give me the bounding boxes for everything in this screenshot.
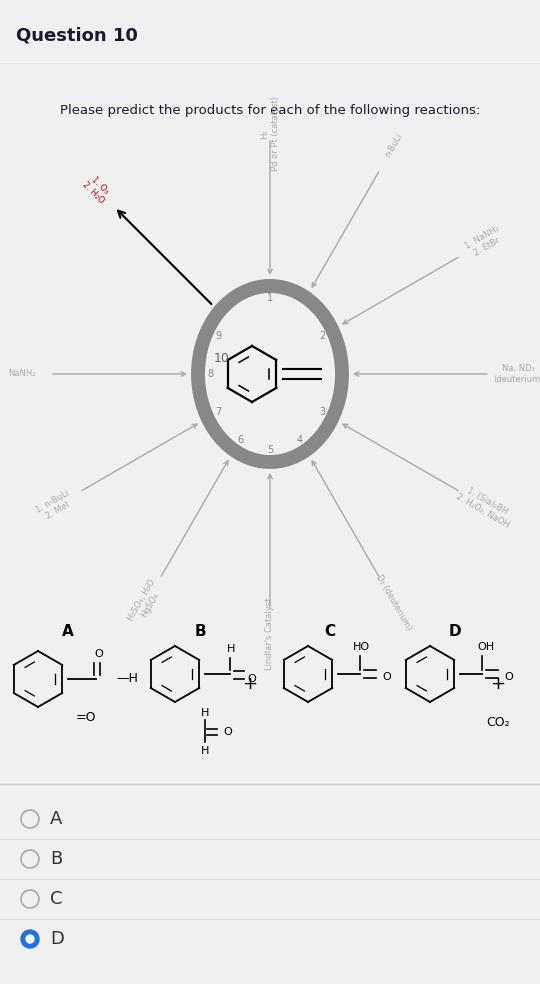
Text: O: O: [223, 727, 232, 737]
Text: —H: —H: [116, 672, 138, 686]
Text: 1. (Sia)₂BH
2. H₂O₂, NaOH: 1. (Sia)₂BH 2. H₂O₂, NaOH: [454, 482, 516, 529]
Text: B: B: [50, 850, 62, 868]
Text: 9: 9: [215, 331, 221, 341]
Text: H: H: [201, 708, 209, 718]
Text: 6: 6: [237, 435, 243, 445]
Text: 3: 3: [319, 407, 325, 417]
Text: H₂SO₄, H₂O
HgSO₄: H₂SO₄, H₂O HgSO₄: [126, 578, 166, 628]
Text: H₂
Pd or Pt (catalyst): H₂ Pd or Pt (catalyst): [260, 96, 280, 171]
Text: 1. n-BuLi
2. MeI: 1. n-BuLi 2. MeI: [35, 488, 76, 523]
Text: H: H: [227, 644, 235, 654]
Circle shape: [26, 935, 34, 943]
Text: HO: HO: [353, 642, 369, 652]
Text: Question 10: Question 10: [16, 27, 138, 44]
Text: +: +: [242, 675, 258, 693]
Text: CO₂: CO₂: [486, 716, 510, 729]
Text: 10: 10: [214, 352, 230, 365]
Text: B: B: [194, 624, 206, 639]
Text: 1: 1: [267, 293, 273, 303]
Text: NaNH₂: NaNH₂: [8, 369, 36, 379]
Text: 2: 2: [319, 331, 325, 341]
Text: A: A: [50, 810, 63, 828]
Text: 5: 5: [267, 445, 273, 455]
Text: O: O: [382, 672, 391, 682]
Text: 7: 7: [215, 407, 221, 417]
Text: O: O: [504, 672, 513, 682]
Text: 4: 4: [297, 435, 303, 445]
Text: Please predict the products for each of the following reactions:: Please predict the products for each of …: [60, 104, 480, 117]
Text: D: D: [449, 624, 461, 639]
Text: OH: OH: [477, 642, 495, 652]
Text: D: D: [50, 930, 64, 948]
Text: C: C: [325, 624, 335, 639]
Text: C: C: [50, 890, 63, 908]
Text: Lindlar's Catalyst: Lindlar's Catalyst: [266, 598, 274, 670]
Text: O: O: [248, 674, 256, 684]
Text: Na, ND₃
(deuterium): Na, ND₃ (deuterium): [493, 364, 540, 384]
Text: +: +: [490, 675, 505, 693]
Text: n-BuLi: n-BuLi: [383, 132, 404, 159]
Text: D₂ (deuterium): D₂ (deuterium): [374, 574, 414, 632]
Text: =O: =O: [76, 711, 96, 724]
Text: A: A: [62, 624, 74, 639]
Text: H: H: [201, 746, 209, 756]
Text: 8: 8: [207, 369, 213, 379]
Circle shape: [21, 930, 39, 948]
Text: 1. NaNH₂
2. EtBr: 1. NaNH₂ 2. EtBr: [463, 224, 506, 260]
Text: O: O: [94, 649, 103, 659]
Text: 1. O₃
2. H₂O: 1. O₃ 2. H₂O: [80, 173, 113, 206]
